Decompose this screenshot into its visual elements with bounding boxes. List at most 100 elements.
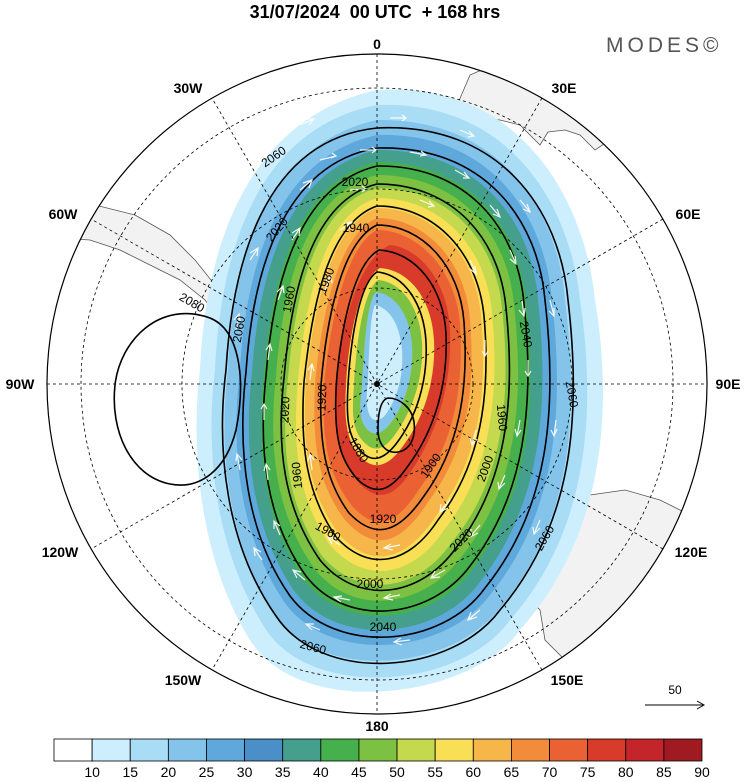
colorbar-swatch	[206, 738, 245, 762]
contour-label: 2020	[342, 175, 369, 189]
wind-arrow	[390, 114, 407, 122]
contour-label: 2040	[370, 620, 397, 634]
wind-arrow	[360, 146, 377, 154]
colorbar-swatch	[434, 738, 474, 762]
lon-label: 30E	[552, 80, 577, 96]
colorbar-tick-label: 60	[466, 764, 482, 780]
colorbar-tick-label: 35	[275, 764, 291, 780]
colorbar-swatch	[549, 738, 589, 762]
colorbar-tick-label: 20	[161, 764, 177, 780]
wind-arrow	[299, 118, 316, 126]
wind-arrow	[319, 152, 338, 161]
wind-arrow	[524, 360, 532, 378]
wind-arrow	[291, 226, 301, 241]
reference-vector-label: 50	[668, 683, 682, 697]
map-border	[46, 53, 708, 715]
colorbar-tick-label: 65	[504, 764, 520, 780]
wind-arrow	[291, 569, 306, 581]
contour-label: 2040	[517, 320, 535, 349]
wind-arrow	[265, 342, 273, 361]
colorbar-tick-label: 50	[389, 764, 405, 780]
wind-arrow	[307, 452, 315, 471]
colorbar-tick-label: 25	[199, 764, 215, 780]
wind-arrow	[439, 499, 451, 514]
contour-1960	[302, 205, 487, 561]
colorbar-tick-label: 85	[656, 764, 672, 780]
colorbar-swatch	[53, 738, 93, 762]
lon-label: 120W	[42, 544, 79, 560]
contour-2080	[113, 312, 242, 486]
south-pole-marker	[374, 381, 380, 387]
wind-arrow	[273, 519, 281, 536]
longitude-labels: 0 30E 60E 90E 120E 150E 180 150W 120W 90…	[6, 36, 741, 734]
wind-arrow	[324, 274, 333, 291]
reference-vector: 50	[645, 683, 706, 710]
colorbar	[53, 738, 703, 762]
wind-arrow	[514, 419, 522, 438]
contour-2040	[242, 147, 551, 638]
wind-arrow	[249, 246, 259, 261]
colorbar-swatch	[167, 738, 207, 762]
contour-label: 1920	[370, 512, 397, 526]
lon-label: 120E	[675, 544, 708, 560]
wind-vectors	[233, 114, 558, 646]
colorbar-tick-label: 45	[351, 764, 367, 780]
lon-label: 0	[373, 36, 381, 52]
colorbar-swatch	[625, 738, 665, 762]
contour-label: 2060	[230, 315, 248, 344]
contour-label: 1920	[315, 384, 330, 411]
wind-arrow	[382, 543, 401, 551]
wind-arrow	[481, 340, 489, 358]
colorbar-swatch	[320, 738, 360, 762]
wind-arrow	[409, 150, 428, 157]
colorbar-swatch	[91, 738, 131, 762]
contour-label: 2060	[563, 380, 581, 409]
colorbar-tick-label: 30	[237, 764, 253, 780]
contour-1920	[334, 249, 448, 491]
shade-inner-low4	[366, 305, 403, 421]
wind-arrow	[469, 259, 477, 276]
wind-arrow	[548, 299, 555, 318]
wind-arrow	[233, 312, 241, 331]
colorbar-tick-label: 80	[618, 764, 634, 780]
colorbar-swatch	[587, 738, 627, 762]
lon-label: 60E	[676, 206, 701, 222]
contour-1880	[377, 397, 416, 454]
contour-label: 2060	[298, 637, 328, 658]
colorbar-swatch	[282, 738, 322, 762]
wind-arrow	[332, 595, 351, 603]
wind-arrow	[469, 524, 481, 539]
lon-label: 180	[365, 718, 389, 734]
contour-label: 1940	[343, 221, 370, 235]
contour-1900	[346, 271, 428, 460]
wind-arrow	[509, 249, 517, 266]
wind-arrow	[392, 637, 411, 646]
contour-2000	[280, 183, 511, 592]
colorbar-swatch	[472, 738, 512, 762]
colorbar-swatch	[663, 738, 703, 762]
wind-arrow	[299, 179, 314, 191]
wind-arrow	[489, 204, 502, 219]
wind-arrow	[550, 419, 558, 438]
wind-arrow	[419, 199, 436, 208]
contour-label: 2000	[357, 577, 384, 591]
wind-arrow	[518, 299, 526, 318]
contour-label: 1960	[280, 285, 298, 314]
wind-arrow	[497, 474, 506, 491]
chart-title: 31/07/2024 00 UTC + 168 hrs	[249, 2, 501, 22]
wind-arrow	[466, 609, 481, 621]
colorbar-swatch	[129, 738, 169, 762]
contour-2020	[262, 165, 529, 612]
colorbar-tick-label: 15	[122, 764, 138, 780]
contour-label: 2020	[278, 396, 293, 423]
colorbar-tick-label: 55	[427, 764, 443, 780]
colorbar-tick-label: 75	[580, 764, 596, 780]
colorbar-swatch	[358, 738, 398, 762]
contour-label: 1960	[289, 461, 305, 489]
lon-label: 150W	[165, 672, 202, 688]
contour-1940	[319, 224, 466, 531]
wind-arrow	[304, 623, 321, 631]
contour-label: 1960	[494, 404, 510, 432]
contour-2060	[221, 127, 575, 665]
